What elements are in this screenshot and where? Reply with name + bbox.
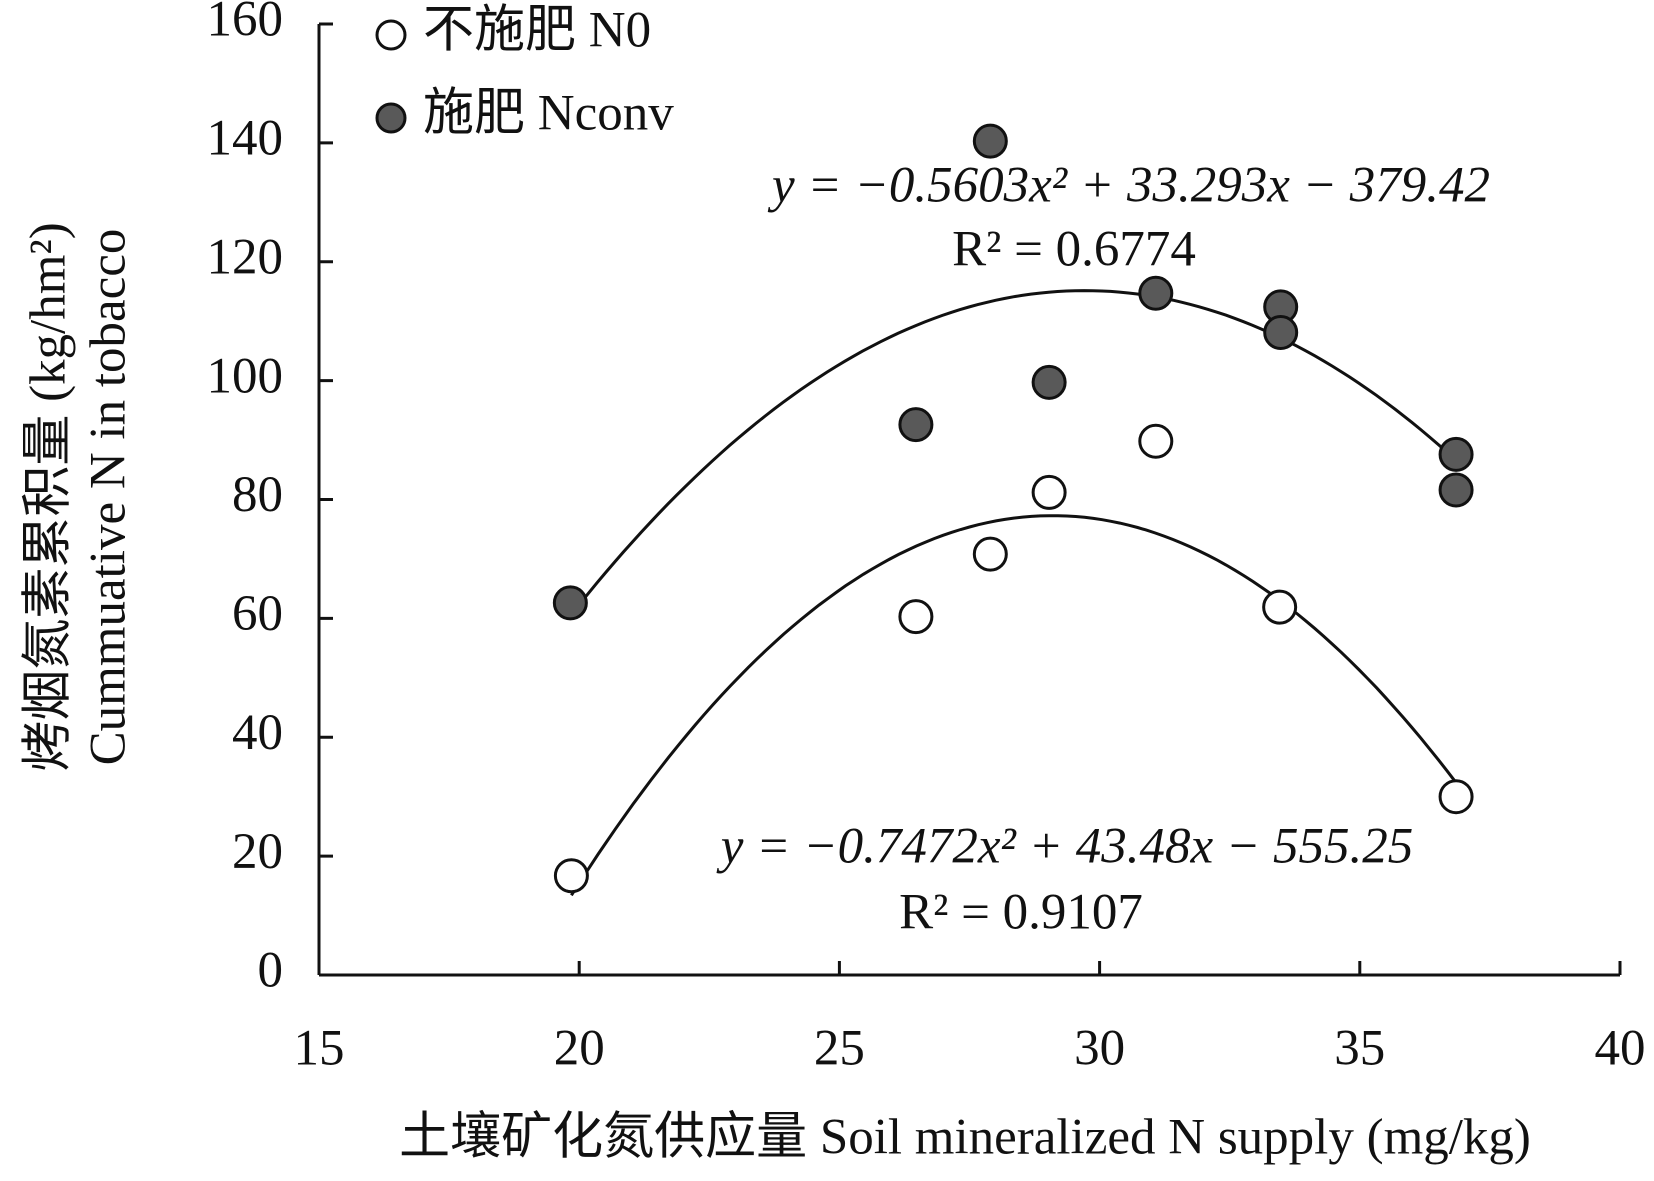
point (1438, 436, 1474, 472)
point (1031, 364, 1067, 400)
point (1438, 779, 1474, 815)
y-tick-label: 80 (232, 467, 283, 523)
y-tick-label: 40 (232, 705, 283, 761)
x-axis-label: 土壤矿化氮供应量 Soil mineralized N supply (mg/k… (399, 1110, 1531, 1166)
legend-marker (375, 19, 407, 51)
point (553, 858, 589, 894)
y-tick-label: 100 (207, 348, 284, 404)
x-tick-label: 35 (1334, 1021, 1385, 1077)
trend-equation: y = −0.7472x² + 43.48x − 555.25 (716, 819, 1414, 875)
trend-r2: R² = 0.6774 (952, 222, 1196, 278)
point (898, 599, 934, 635)
point (1138, 423, 1174, 459)
y-axis-label: Cummuative N in tobacco (81, 229, 137, 766)
y-tick-label: 120 (207, 229, 284, 285)
trend-r2: R² = 0.9107 (899, 885, 1143, 941)
point (972, 536, 1008, 572)
trendline (569, 289, 1458, 617)
point (1438, 472, 1474, 508)
point (1263, 314, 1299, 350)
point (898, 407, 934, 443)
x-tick-label: 30 (1074, 1021, 1125, 1077)
point (1138, 275, 1174, 311)
y-tick-label: 160 (207, 0, 284, 48)
point (1031, 474, 1067, 510)
legend-marker (375, 102, 407, 134)
trendline (570, 514, 1458, 897)
point (552, 585, 588, 621)
x-tick-label: 25 (814, 1021, 865, 1077)
x-tick-label: 15 (294, 1021, 345, 1077)
legend-label: 施肥 Nconv (423, 86, 674, 142)
y-tick-label: 0 (258, 943, 284, 999)
point (1262, 589, 1298, 625)
x-tick-label: 40 (1595, 1021, 1646, 1077)
point (972, 123, 1008, 159)
x-tick-label: 20 (554, 1021, 605, 1077)
y-axis-label: 烤烟氮素累积量 (kg/hm²) (21, 222, 77, 771)
legend-label: 不施肥 N0 (423, 3, 651, 59)
y-tick-label: 140 (207, 111, 284, 167)
trend-equation: y = −0.5603x² + 33.293x − 379.42 (767, 158, 1490, 214)
y-tick-label: 60 (232, 586, 283, 642)
y-tick-label: 20 (232, 824, 283, 880)
